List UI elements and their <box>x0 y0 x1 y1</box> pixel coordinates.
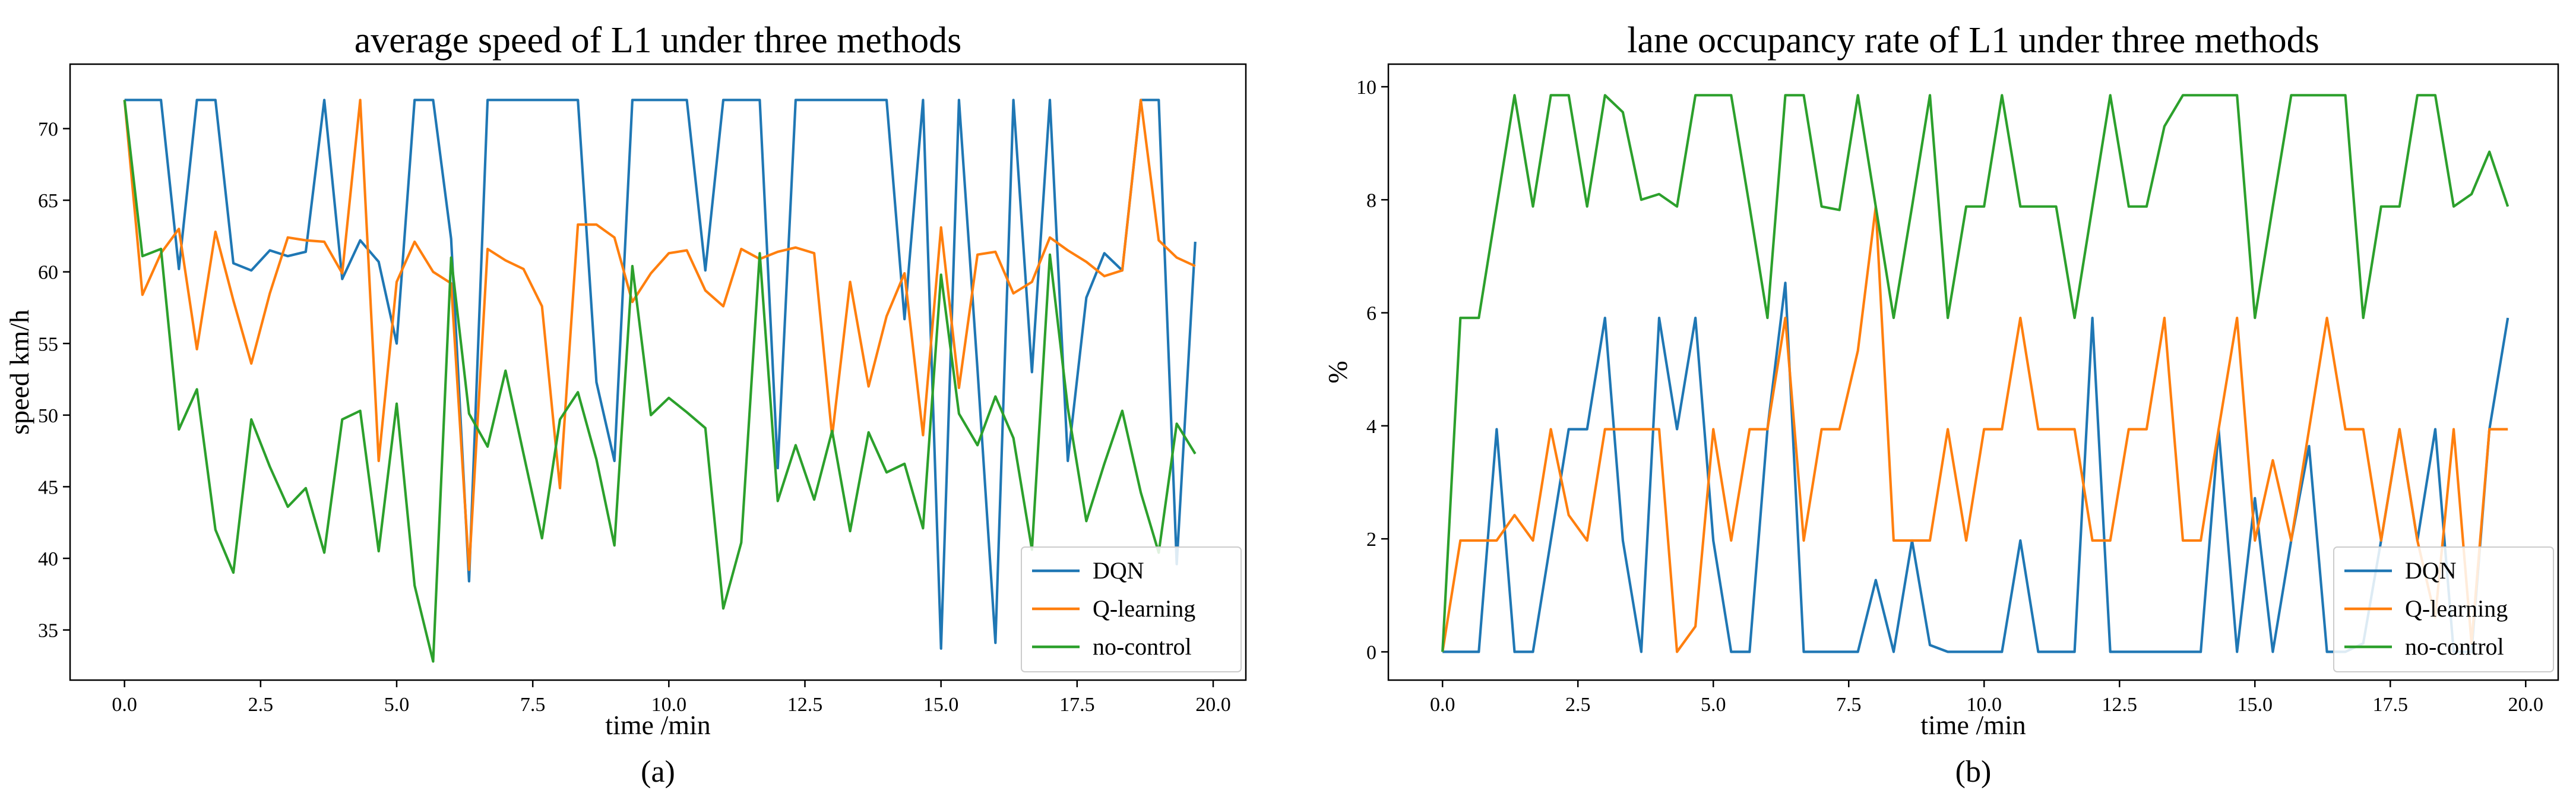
legend-box <box>1021 546 1242 672</box>
y-axis-label: speed km/h <box>4 309 34 435</box>
legend-entry-label: Q-learning <box>1093 595 1195 622</box>
y-tick-label: 2 <box>1366 529 1376 551</box>
y-tick-label: 35 <box>38 620 58 642</box>
legend-entry-label: DQN <box>1093 557 1144 584</box>
plot-area-frame <box>69 63 1247 681</box>
chart-panel-a: average speed of L1 under three methods 0… <box>4 20 1247 789</box>
chart-panel-b: lane occupancy rate of L1 under three me… <box>1322 20 2559 789</box>
x-tick-label: 7.5 <box>520 694 546 716</box>
chart-title: lane occupancy rate of L1 under three me… <box>1627 20 2319 61</box>
series-line-q-learning <box>1441 205 2508 653</box>
x-tick-label: 17.5 <box>2373 694 2409 716</box>
x-tick-label: 20.0 <box>1195 694 1231 716</box>
y-tick-label: 65 <box>38 190 58 212</box>
y-tick-label: 40 <box>38 548 58 570</box>
series-line-q-learning <box>123 99 1196 571</box>
series-line-no-control <box>1441 94 2509 652</box>
y-tick-label: 70 <box>38 119 58 141</box>
legend-entry-label: no-control <box>1093 633 1192 660</box>
x-tick-label: 0.0 <box>1430 694 1455 716</box>
y-tick-label: 45 <box>38 476 58 498</box>
legend-entry-label: DQN <box>2405 557 2457 584</box>
panel-label: (b) <box>1955 755 1992 789</box>
x-tick-label: 0.0 <box>112 694 137 716</box>
x-tick-label: 7.5 <box>1836 694 1862 716</box>
y-tick-label: 6 <box>1366 303 1376 325</box>
plot-area-frame <box>1387 63 2559 681</box>
x-tick-label: 15.0 <box>2238 694 2273 716</box>
x-tick-label: 12.5 <box>787 694 823 716</box>
x-tick-label: 12.5 <box>2102 694 2138 716</box>
x-tick-label: 15.0 <box>923 694 959 716</box>
x-tick-label: 2.5 <box>248 694 274 716</box>
x-tick-label: 5.0 <box>1701 694 1726 716</box>
y-tick-label: 55 <box>38 333 58 355</box>
legend-box <box>2333 546 2554 672</box>
legend-entry-label: no-control <box>2405 633 2504 660</box>
y-tick-label: 10 <box>1356 77 1376 99</box>
series-line-dqn <box>124 99 1197 650</box>
legend: DQN Q-learning no-control <box>2333 546 2554 672</box>
x-tick-label: 17.5 <box>1059 694 1095 716</box>
series-line-no-control <box>123 100 1197 663</box>
y-tick-label: 4 <box>1366 416 1376 438</box>
x-tick-label: 10.0 <box>1966 694 2002 716</box>
chart-title: average speed of L1 under three methods <box>355 20 962 61</box>
legend-entry-label: Q-learning <box>2405 595 2508 622</box>
y-tick-label: 0 <box>1366 641 1376 663</box>
y-tick-label: 60 <box>38 262 58 284</box>
x-axis-label: time /min <box>1920 710 2026 740</box>
legend: DQN Q-learning no-control <box>1021 546 1242 672</box>
x-axis-label: time /min <box>605 710 711 740</box>
y-tick-label: 8 <box>1366 189 1376 211</box>
x-tick-label: 20.0 <box>2508 694 2544 716</box>
x-tick-label: 5.0 <box>384 694 410 716</box>
series-line-dqn <box>1442 282 2509 653</box>
x-tick-label: 2.5 <box>1565 694 1591 716</box>
y-axis-label: % <box>1322 361 1353 383</box>
y-tick-label: 50 <box>38 405 58 427</box>
panel-label: (a) <box>641 755 675 789</box>
x-tick-label: 10.0 <box>651 694 687 716</box>
